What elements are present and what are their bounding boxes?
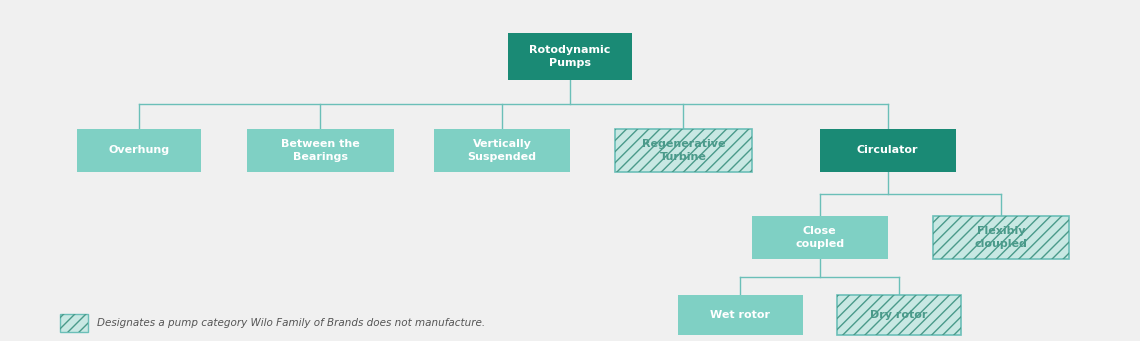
Text: Overhung: Overhung [108, 145, 170, 155]
FancyBboxPatch shape [751, 216, 888, 260]
Text: Rotodynamic
Pumps: Rotodynamic Pumps [529, 45, 611, 68]
FancyBboxPatch shape [59, 314, 88, 332]
Text: Dry rotor: Dry rotor [870, 310, 928, 320]
FancyBboxPatch shape [820, 129, 955, 172]
FancyBboxPatch shape [933, 216, 1069, 260]
FancyBboxPatch shape [837, 295, 961, 335]
FancyBboxPatch shape [434, 129, 570, 172]
FancyBboxPatch shape [507, 33, 633, 80]
Text: Vertically
Suspended: Vertically Suspended [467, 139, 537, 162]
Text: Between the
Bearings: Between the Bearings [282, 139, 360, 162]
FancyBboxPatch shape [76, 129, 202, 172]
Text: Designates a pump category Wilo Family of Brands does not manufacture.: Designates a pump category Wilo Family o… [97, 318, 484, 328]
FancyBboxPatch shape [678, 295, 803, 335]
FancyBboxPatch shape [616, 129, 751, 172]
Text: Close
coupled: Close coupled [795, 226, 844, 249]
FancyBboxPatch shape [246, 129, 394, 172]
Text: Regenerative
Turbine: Regenerative Turbine [642, 139, 725, 162]
Text: Circulator: Circulator [857, 145, 919, 155]
Text: Wet rotor: Wet rotor [710, 310, 771, 320]
Text: Flexibly
cloupled: Flexibly cloupled [975, 226, 1027, 249]
